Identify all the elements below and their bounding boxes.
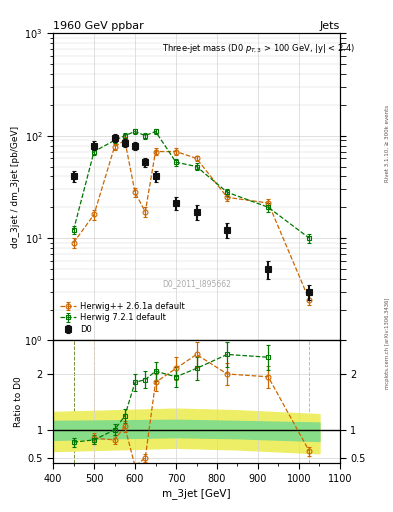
Legend: Herwig++ 2.6.1a default, Herwig 7.2.1 default, D0: Herwig++ 2.6.1a default, Herwig 7.2.1 de… (57, 300, 187, 336)
Text: Rivet 3.1.10, ≥ 300k events: Rivet 3.1.10, ≥ 300k events (385, 105, 390, 182)
X-axis label: m_3jet [GeV]: m_3jet [GeV] (162, 488, 231, 499)
Text: D0_2011_I895662: D0_2011_I895662 (162, 279, 231, 288)
Text: Jets: Jets (320, 21, 340, 31)
Y-axis label: Ratio to D0: Ratio to D0 (14, 376, 23, 428)
Y-axis label: dσ_3jet / dm_3jet [pb/GeV]: dσ_3jet / dm_3jet [pb/GeV] (11, 126, 20, 248)
Text: 1960 GeV ppbar: 1960 GeV ppbar (53, 21, 144, 31)
Text: mcplots.cern.ch [arXiv:1306.3436]: mcplots.cern.ch [arXiv:1306.3436] (385, 297, 390, 389)
Text: Three-jet mass (D0 $p_{T,3}$ > 100 GeV, |y| < 2.4): Three-jet mass (D0 $p_{T,3}$ > 100 GeV, … (162, 42, 356, 55)
